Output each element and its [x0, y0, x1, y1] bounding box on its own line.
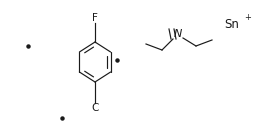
Text: Sn: Sn	[225, 18, 239, 30]
Text: F: F	[92, 13, 98, 23]
Text: N: N	[174, 29, 182, 39]
Text: C: C	[91, 103, 99, 113]
Text: +: +	[245, 14, 251, 22]
